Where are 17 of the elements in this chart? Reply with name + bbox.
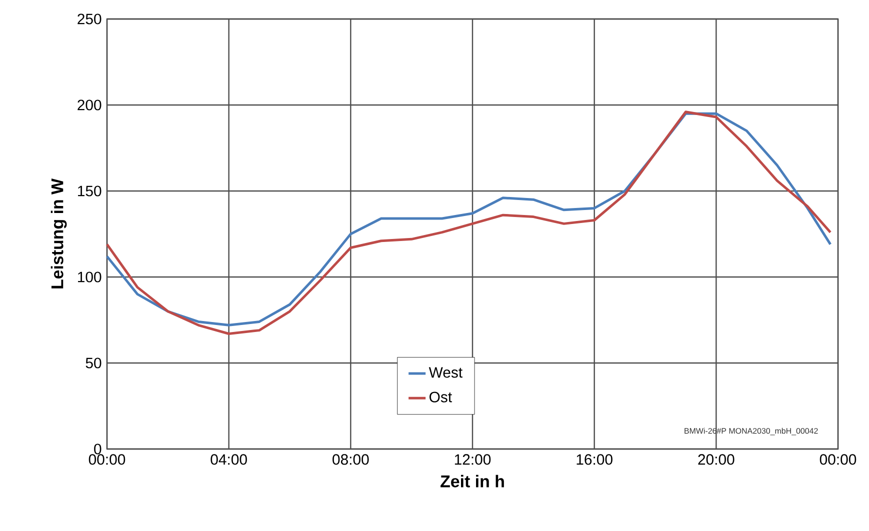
x-tick-label: 00:00 xyxy=(820,454,856,465)
x-tick-label: 04:00 xyxy=(210,454,247,465)
legend-label: West xyxy=(428,367,462,378)
x-tick-label: 16:00 xyxy=(576,454,612,465)
x-tick-label: 20:00 xyxy=(698,454,734,465)
x-tick-label: 00:00 xyxy=(88,454,126,465)
y-tick-label: 150 xyxy=(78,186,102,196)
x-tick-label: 08:00 xyxy=(332,454,369,465)
y-tick-label: 100 xyxy=(78,272,102,282)
x-axis-title: Zeit in h xyxy=(440,474,504,488)
y-tick-label: 0 xyxy=(94,444,102,454)
legend-label: Ost xyxy=(430,392,452,402)
y-tick-label: 200 xyxy=(78,100,102,110)
y-axis-title: Leistung in W xyxy=(50,178,67,288)
y-tick-label: 50 xyxy=(86,358,102,368)
x-tick-label: 12:00 xyxy=(454,454,491,465)
y-tick-label: 250 xyxy=(78,14,102,24)
